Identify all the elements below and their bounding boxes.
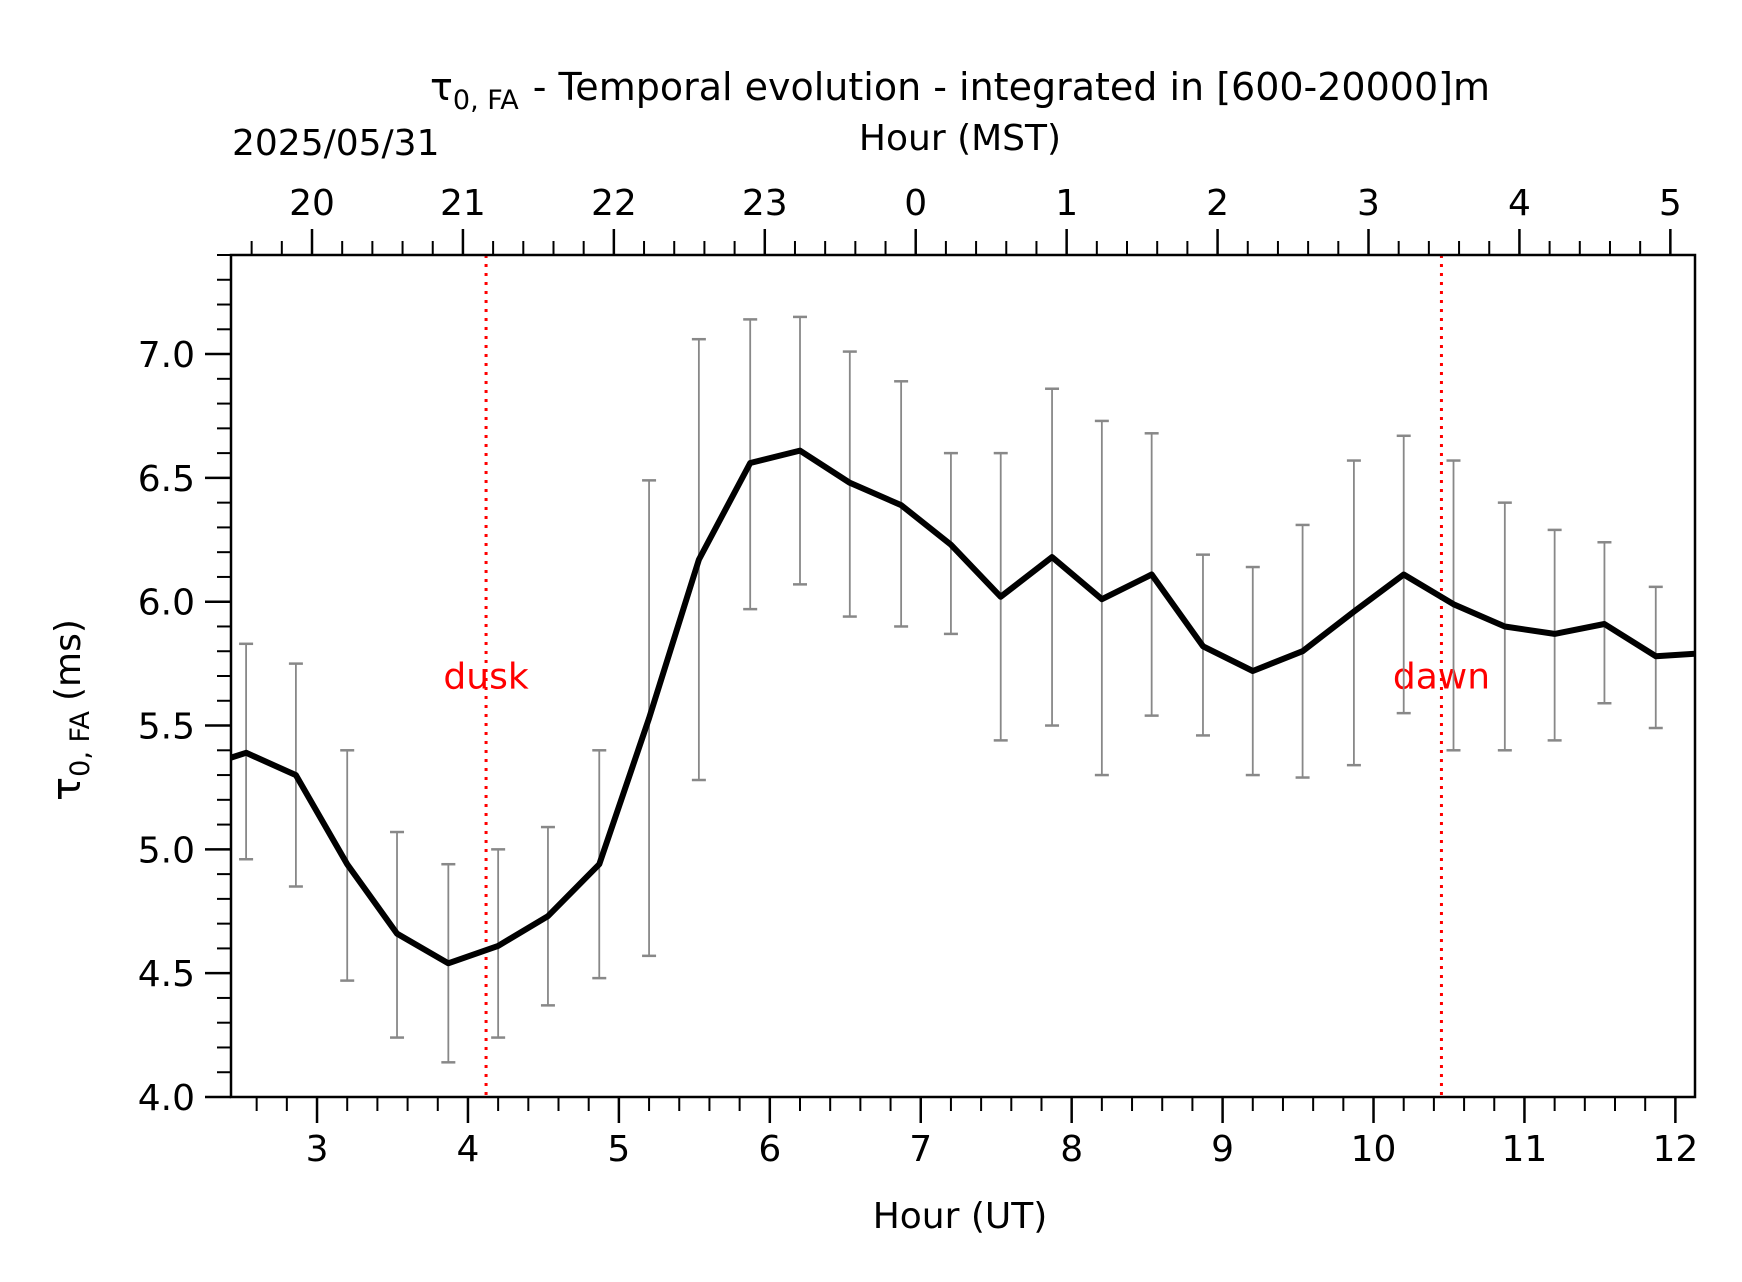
x-tick-label: 10: [1351, 1129, 1397, 1170]
x2-tick-label: 23: [742, 183, 788, 224]
event-label-dawn: dawn: [1393, 656, 1490, 697]
x-tick-label: 5: [607, 1129, 630, 1170]
x2-tick-label: 20: [289, 183, 335, 224]
plot-frame: [229, 253, 1697, 1099]
series-line: [231, 447, 1695, 967]
x2-axis-label: Hour (MST): [859, 118, 1061, 159]
event-lines: dusk dawn: [443, 255, 1490, 1097]
x2-tick-label: 4: [1508, 183, 1531, 224]
y-tick-label: 4.5: [138, 954, 195, 995]
axis-ticks: [205, 229, 1677, 1123]
y-axis-symbol: τ: [44, 777, 90, 801]
x2-tick-label: 22: [591, 183, 637, 224]
y-axis-symbol-sub: 0, FA: [65, 710, 96, 776]
x-tick-label: 6: [758, 1129, 781, 1170]
title-symbol-sub: 0, FA: [453, 85, 519, 116]
x-axis-label: Hour (UT): [873, 1196, 1048, 1237]
x-tick-label: 11: [1502, 1129, 1548, 1170]
x2-tick-label: 0: [904, 183, 927, 224]
date-label: 2025/05/31: [232, 123, 440, 164]
y-tick-label: 6.5: [138, 459, 195, 500]
y-tick-label: 5.5: [138, 707, 195, 748]
x2-tick-label: 5: [1659, 183, 1682, 224]
x-tick-label: 9: [1211, 1129, 1234, 1170]
x2-tick-label: 1: [1055, 183, 1078, 224]
x2-tick-label: 3: [1357, 183, 1380, 224]
title-text: - Temporal evolution - integrated in [60…: [533, 65, 1490, 109]
x-tick-label: 12: [1652, 1129, 1698, 1170]
x2-tick-label: 21: [440, 183, 486, 224]
x-tick-label: 8: [1060, 1129, 1083, 1170]
series-line-group: [231, 447, 1695, 967]
y-axis-label: τ0, FA (ms): [44, 619, 96, 801]
y-tick-label: 7.0: [138, 335, 195, 376]
x-tick-label: 7: [909, 1129, 932, 1170]
y-tick-label: 6.0: [138, 583, 195, 624]
event-label-dusk: dusk: [443, 656, 528, 697]
x-tick-label: 4: [457, 1129, 480, 1170]
title-symbol: τ: [430, 65, 453, 109]
y-tick-label: 4.0: [138, 1078, 195, 1119]
x-tick-label: 3: [306, 1129, 329, 1170]
y-axis-unit: (ms): [48, 619, 89, 701]
x2-tick-label: 2: [1206, 183, 1229, 224]
y-tick-label: 5.0: [138, 830, 195, 871]
chart-title: τ0, FA - Temporal evolution - integrated …: [430, 65, 1490, 116]
